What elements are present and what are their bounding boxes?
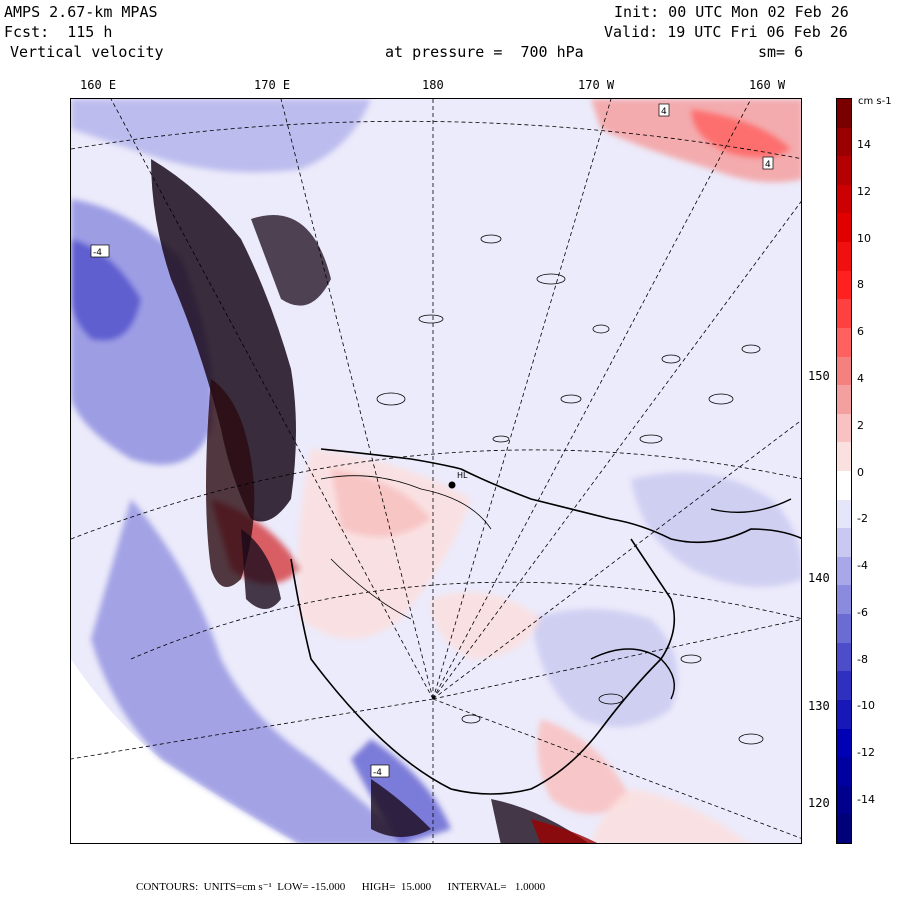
colorbar-tick-label: 4	[857, 371, 864, 385]
colorbar-band	[837, 356, 851, 386]
colorbar-band	[837, 757, 851, 787]
colorbar-band	[837, 614, 851, 644]
colorbar-tick-label: 0	[857, 465, 864, 479]
coast-segment-east	[710, 498, 792, 513]
min-label: -4	[373, 768, 382, 778]
colorbar-band	[837, 413, 851, 443]
colorbar-band	[837, 585, 851, 615]
grounding-line	[290, 538, 676, 795]
lon-label-170e: 170 E	[254, 78, 291, 92]
station-marker	[448, 481, 456, 489]
model-title: AMPS 2.67-km MPAS	[4, 3, 158, 21]
colorbar-band	[837, 699, 851, 730]
colorbar-tick-label: 10	[857, 231, 871, 245]
coast-segment	[590, 648, 675, 700]
colorbar	[836, 98, 852, 844]
max-label: 4	[661, 107, 667, 117]
map-canvas: HL 4 4 -4 -4	[71, 99, 801, 843]
colorbar-band	[837, 471, 851, 501]
vertical-velocity-map: HL 4 4 -4 -4	[70, 98, 802, 844]
ice-shelf-edge	[320, 448, 801, 544]
colorbar-tick-label: 14	[857, 138, 871, 151]
colorbar-band	[837, 556, 851, 586]
colorbar-band	[837, 671, 851, 701]
colorbar-tick-label: 8	[857, 278, 864, 292]
colorbar-band	[837, 499, 851, 529]
extrema-labels: 4 4 -4 -4	[90, 103, 774, 778]
colorbar-band	[837, 385, 851, 415]
mountain-convective-band	[151, 159, 598, 843]
colorbar-tick-label: -12	[857, 746, 875, 760]
colorbar-band	[837, 814, 851, 844]
colorbar-tick-label: -6	[857, 605, 868, 619]
forecast-hour: Fcst: 115 h	[4, 23, 113, 41]
colorbar-band	[837, 642, 851, 672]
colorbar-tick-label: 2	[857, 418, 864, 432]
colorbar-band	[837, 299, 851, 329]
colorbar-band	[837, 327, 851, 358]
colorbar-band	[837, 728, 851, 758]
lon-label-160e: 160 E	[80, 78, 117, 92]
lat-label-140w: 140 W	[808, 571, 845, 585]
contour-lines	[320, 234, 764, 745]
station-label: HL	[457, 471, 468, 480]
colorbar-band	[837, 242, 851, 272]
contour-info-footer: CONTOURS: UNITS=cm s⁻¹ LOW= -15.000 HIGH…	[136, 881, 546, 893]
colorbar-band	[837, 213, 851, 243]
pressure-level: at pressure = 700 hPa	[385, 43, 584, 61]
outside-domain	[71, 659, 298, 843]
colorbar-unit: cm s-1	[858, 96, 892, 107]
lon-label-170w: 170 W	[578, 78, 615, 92]
field-name: Vertical velocity	[10, 43, 164, 61]
colorbar-tick-label: -14	[857, 793, 875, 806]
lon-label-180: 180	[422, 78, 444, 92]
lon-label-160w: 160 W	[749, 78, 786, 92]
colorbar-band	[837, 785, 851, 815]
colorbar-tick-label: -4	[857, 559, 868, 573]
colorbar-tick-label: -10	[857, 699, 875, 713]
valid-time: Valid: 19 UTC Fri 06 Feb 26	[604, 23, 848, 41]
colorbar-tick-label: 12	[857, 184, 871, 198]
colorbar-band	[837, 156, 851, 186]
init-time: Init: 00 UTC Mon 02 Feb 26	[614, 3, 849, 21]
max-label: 4	[765, 160, 771, 170]
colorbar-band	[837, 528, 851, 558]
smoothing-value: sm= 6	[758, 43, 804, 61]
colorbar-band	[837, 442, 851, 472]
colorbar-tick-label: 6	[857, 325, 864, 339]
colorbar-tick-label: -2	[857, 512, 868, 526]
colorbar-tick-label: -8	[857, 652, 868, 666]
graticule	[71, 99, 801, 843]
colorbar-band	[837, 184, 851, 214]
colorbar-band	[837, 127, 851, 157]
colorbar-band	[837, 270, 851, 300]
colorbar-band	[837, 99, 851, 129]
min-label: -4	[93, 248, 102, 258]
